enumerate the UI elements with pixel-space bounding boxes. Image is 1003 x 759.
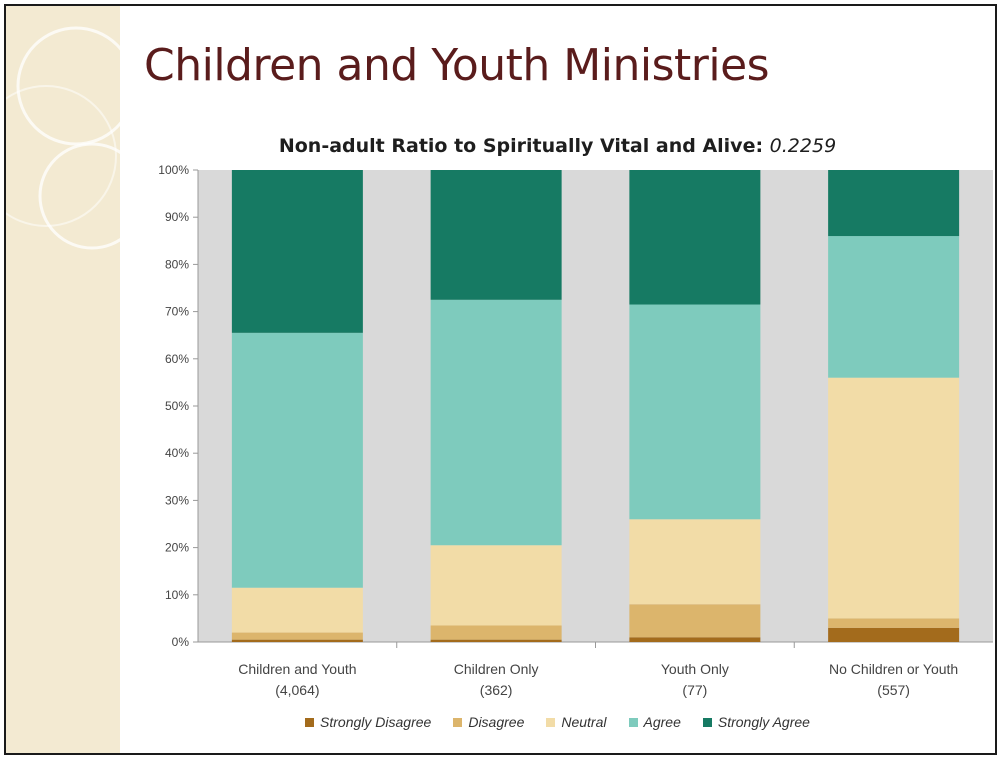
bar-segment-strongly-agree <box>828 170 960 237</box>
y-tick-label: 40% <box>165 446 189 460</box>
legend-item: Agree <box>628 714 681 730</box>
legend-item: Strongly Disagree <box>305 714 431 730</box>
bar-segment-strongly-disagree <box>231 639 363 642</box>
y-tick-label: 90% <box>165 210 189 224</box>
legend-label: Strongly Disagree <box>320 714 432 730</box>
y-tick-label: 30% <box>165 493 189 507</box>
legend-swatch <box>702 717 712 727</box>
bar-segment-strongly-agree <box>231 170 363 333</box>
x-tick-label: Children Only <box>454 661 539 677</box>
x-tick-label: Youth Only <box>661 661 729 677</box>
bar-segment-agree <box>231 332 363 588</box>
legend-label: Neutral <box>561 714 607 730</box>
legend-swatch <box>546 717 556 727</box>
bar-segment-agree <box>828 236 960 378</box>
legend-item: Neutral <box>546 714 607 730</box>
y-tick-label: 20% <box>165 541 189 555</box>
legend-label: Disagree <box>468 714 525 730</box>
chart-container: 0% 10% 20% 30% 40% 50% 60% 70% 80% 90% 100% Childre… <box>120 108 995 753</box>
bar-segment-neutral <box>430 545 562 626</box>
x-tick-label: (362) <box>480 682 513 698</box>
x-tick-label: (557) <box>877 682 910 698</box>
bar-segment-neutral <box>828 377 960 619</box>
chart-title-text: Non-adult Ratio to Spiritually Vital and… <box>278 135 764 157</box>
chart-title-value: 0.2259 <box>769 135 837 157</box>
legend-item: Strongly Agree <box>702 714 810 730</box>
bar-segment-strongly-disagree <box>629 637 761 642</box>
slide-title: Children and Youth Ministries <box>144 40 770 91</box>
legend-swatch <box>628 717 638 727</box>
y-tick-label: 10% <box>165 588 189 602</box>
bar-segment-disagree <box>430 625 562 640</box>
legend-item: Disagree <box>453 714 524 730</box>
y-tick-label: 50% <box>165 399 189 413</box>
slide-frame: Children and Youth Ministries 0% 10% 20% 30… <box>4 4 997 755</box>
x-tick-label: No Children or Youth <box>829 661 958 677</box>
bar-segment-neutral <box>629 519 761 605</box>
bar-segment-strongly-disagree <box>828 627 960 642</box>
x-tick-label: (4,064) <box>275 682 319 698</box>
decorative-circles <box>6 26 120 250</box>
chart-title: Non-adult Ratio to Spiritually Vital and… <box>120 135 995 157</box>
x-tick-label: (77) <box>682 682 707 698</box>
bar-segment-strongly-disagree <box>430 639 562 642</box>
bar-segment-disagree <box>828 618 960 628</box>
legend-label: Strongly Agree <box>717 714 810 730</box>
chart-legend: Strongly Disagree Disagree Neutral Agree Str… <box>120 714 995 730</box>
legend-swatch <box>453 717 463 727</box>
y-tick-label: 60% <box>165 352 189 366</box>
bar-segment-neutral <box>231 587 363 633</box>
legend-label: Agree <box>643 714 681 730</box>
legend-swatch <box>305 717 315 727</box>
bar-segment-strongly-agree <box>430 170 562 300</box>
x-tick-label: Children and Youth <box>238 661 356 677</box>
decorative-side-band <box>6 6 120 753</box>
bar-segment-disagree <box>629 604 761 638</box>
stacked-bar-chart: 0% 10% 20% 30% 40% 50% 60% 70% 80% 90% 100% Childre… <box>158 163 993 698</box>
y-tick-label: 80% <box>165 257 189 271</box>
y-tick-label: 0% <box>172 635 190 649</box>
y-tick-label: 70% <box>165 305 189 319</box>
y-tick-label: 100% <box>158 163 189 177</box>
bar-segment-agree <box>430 299 562 546</box>
bar-segment-strongly-agree <box>629 170 761 305</box>
bar-segment-disagree <box>231 632 363 640</box>
bar-segment-agree <box>629 304 761 520</box>
